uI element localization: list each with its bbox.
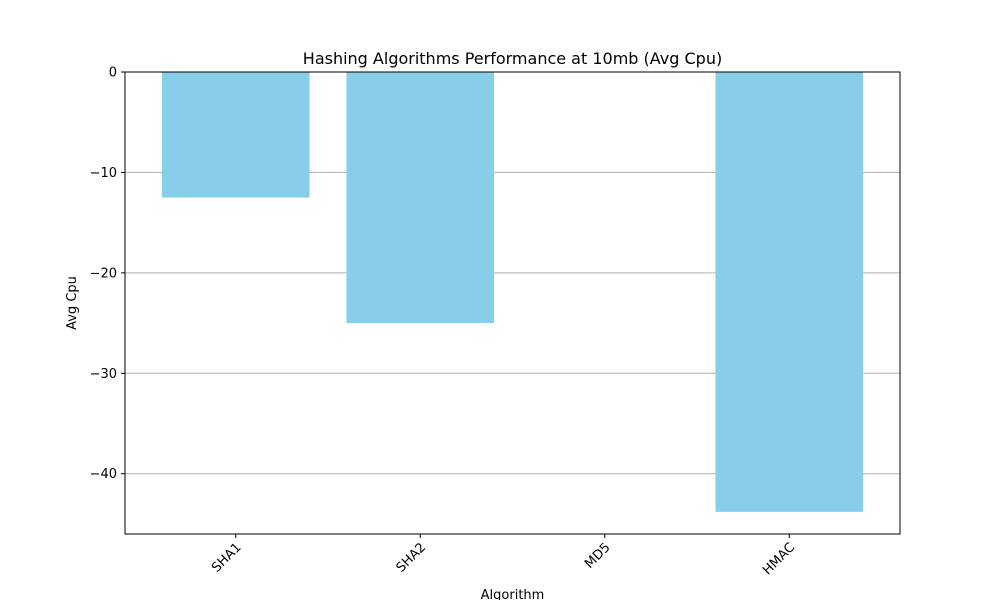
y-tick-label: −20: [90, 266, 117, 281]
x-axis-ticks: SHA1 SHA2 MD5 HMAC: [209, 534, 798, 578]
plot-frame: [124, 71, 901, 535]
bar-sha2: [346, 72, 495, 324]
chart-title: Hashing Algorithms Performance at 10mb (…: [303, 49, 722, 68]
bar-hmac: [715, 72, 864, 512]
y-tick-label: −40: [90, 467, 117, 482]
y-tick-label: 0: [109, 66, 117, 81]
y-tick-label: −10: [90, 166, 117, 181]
y-axis-ticks: 0 −10 −20 −30 −40: [90, 66, 125, 482]
y-tick-label: −30: [90, 367, 117, 382]
bars: [161, 72, 864, 512]
x-tick-label: MD5: [582, 540, 613, 571]
x-tick-label: SHA2: [394, 540, 429, 575]
x-tick-label: SHA1: [209, 540, 244, 575]
bar-sha1: [161, 72, 310, 198]
x-tick-label: HMAC: [760, 540, 798, 578]
y-axis-label: Avg Cpu: [65, 276, 80, 330]
x-axis-label: Algorithm: [481, 588, 545, 600]
